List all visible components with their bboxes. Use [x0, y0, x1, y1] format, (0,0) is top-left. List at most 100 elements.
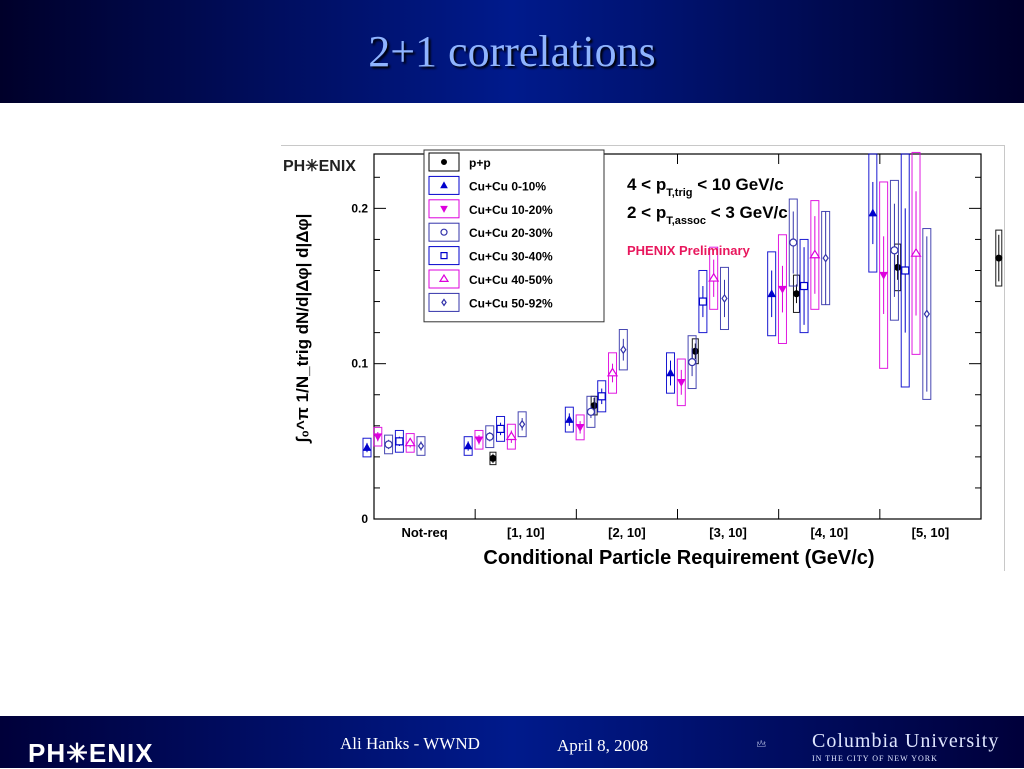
plot-phenix-logo: PH✳ENIX: [283, 158, 356, 175]
series-6: [416, 210, 932, 456]
legend-label: Cu+Cu 20-30%: [469, 226, 553, 240]
data-point: [575, 424, 585, 432]
plot-axes: 0 0.1 0.2 Not-req [1, 10] [2, 10] [3, 10] [4, 1…: [351, 153, 982, 540]
data-point: [496, 424, 505, 434]
sys-error-box: [506, 423, 516, 450]
data-point: [809, 249, 821, 259]
kinematic-annotations: 4 < pT,trig < 10 GeV/c 2 < pT,assoc < 3 …: [627, 175, 788, 258]
x-tick-label: [2, 10]: [608, 525, 646, 540]
legend-marker: [440, 228, 448, 236]
x-tick-label: [3, 10]: [709, 525, 747, 540]
footer-bar: [0, 716, 1024, 768]
x-tick-label: [1, 10]: [507, 525, 545, 540]
x-tick-label: Not-req: [401, 525, 447, 540]
data-point: [995, 254, 1003, 262]
data-point: [708, 272, 720, 282]
data-point: [606, 367, 619, 377]
series-0: [489, 229, 1003, 466]
footer-date: April 8, 2008: [557, 736, 649, 755]
sys-error-box: [922, 228, 932, 400]
series-2: [373, 181, 889, 450]
sys-error-box: [575, 414, 585, 441]
sys-error-box: [618, 329, 628, 371]
data-point: [362, 443, 372, 451]
legend-swatch-box: [428, 199, 460, 219]
legend-marker: [438, 273, 450, 282]
data-point: [767, 289, 777, 298]
data-point: [404, 437, 416, 447]
legend-label: Cu+Cu 40-50%: [469, 273, 553, 287]
y-axis-label: ∫₀^π 1/N_trig dN/d|Δφ| d|Δφ|: [293, 214, 312, 445]
sys-error-box: [564, 406, 574, 433]
data-point: [698, 297, 707, 306]
data-point: [822, 253, 829, 263]
data-point: [373, 433, 383, 442]
sys-error-box: [362, 437, 372, 458]
legend-marker: [441, 298, 447, 307]
data-point: [586, 407, 596, 416]
sys-error-box: [719, 266, 729, 331]
sys-error-box: [810, 200, 820, 310]
slide-title: 2+1 correlations: [368, 27, 656, 76]
y-tick-label: 0.2: [351, 201, 368, 215]
sys-error-box: [373, 426, 383, 447]
data-point: [799, 281, 809, 291]
legend-swatch-box: [428, 292, 460, 312]
sys-error-box: [676, 358, 686, 407]
sys-error-box: [608, 352, 618, 394]
legend-marker: [440, 251, 448, 260]
data-point: [789, 238, 798, 247]
data-point: [879, 271, 888, 280]
legend-label: Cu+Cu 50-92%: [469, 296, 553, 310]
title-bar: [0, 0, 1024, 103]
series-3: [384, 179, 899, 455]
legend: p+p Cu+Cu 0-10% Cu+Cu 10-20% Cu+Cu 20-30% Cu…: [423, 149, 605, 323]
data-point: [518, 419, 526, 429]
series-1: [362, 153, 878, 458]
sys-error-box: [416, 436, 426, 456]
annotation-trig: 4 < pT,trig < 10 GeV/c: [627, 175, 784, 199]
series-4: [394, 153, 910, 453]
legend-swatch-box: [428, 152, 460, 172]
data-point: [778, 285, 787, 294]
legend-label: Cu+Cu 0-10%: [469, 179, 546, 193]
legend-swatch-box: [428, 269, 460, 289]
data-point: [417, 441, 425, 451]
data-point: [890, 246, 899, 255]
legend-swatch-box: [428, 175, 460, 195]
series-5: [404, 151, 922, 453]
data-point: [691, 347, 699, 355]
legend-swatch-box: [428, 222, 460, 242]
columbia-name: Columbia University: [812, 730, 1000, 752]
plot-frame: PH✳ENIX 0 0.1 0.2 Not-req [1, 10] [2, 10] [3, …: [281, 145, 1005, 571]
data-point: [395, 437, 404, 446]
plot-marks: [362, 151, 1003, 466]
legend-label: Cu+Cu 30-40%: [469, 250, 553, 264]
columbia-sub: IN THE CITY OF NEW YORK: [812, 754, 938, 763]
data-point: [590, 402, 598, 410]
y-tick-label: 0: [361, 512, 368, 526]
sys-error-box: [474, 429, 484, 450]
sys-error-box: [405, 433, 415, 453]
data-point: [505, 431, 517, 441]
phenix-logo: PH✳ENIX: [28, 738, 154, 768]
legend-marker: [440, 205, 448, 213]
sys-error-box: [777, 234, 787, 344]
x-tick-label: [4, 10]: [810, 525, 848, 540]
x-tick-label: [5, 10]: [912, 525, 950, 540]
data-point: [721, 293, 728, 303]
data-point: [564, 415, 574, 423]
sys-error-box: [709, 246, 719, 310]
data-point: [485, 432, 494, 441]
annotation-preliminary: PHENIX Preliminary: [627, 243, 751, 258]
data-point: [597, 392, 606, 401]
sys-error-box: [767, 251, 777, 337]
data-point: [384, 440, 393, 449]
data-point: [910, 247, 922, 257]
data-point: [489, 454, 497, 462]
correlation-chart: PH✳ENIX 0 0.1 0.2 Not-req [1, 10] [2, 10] [3, …: [283, 149, 1003, 569]
sys-error-box: [517, 411, 527, 438]
data-point: [620, 345, 627, 355]
legend-swatch-box: [428, 246, 460, 266]
sys-error-box: [879, 181, 889, 369]
